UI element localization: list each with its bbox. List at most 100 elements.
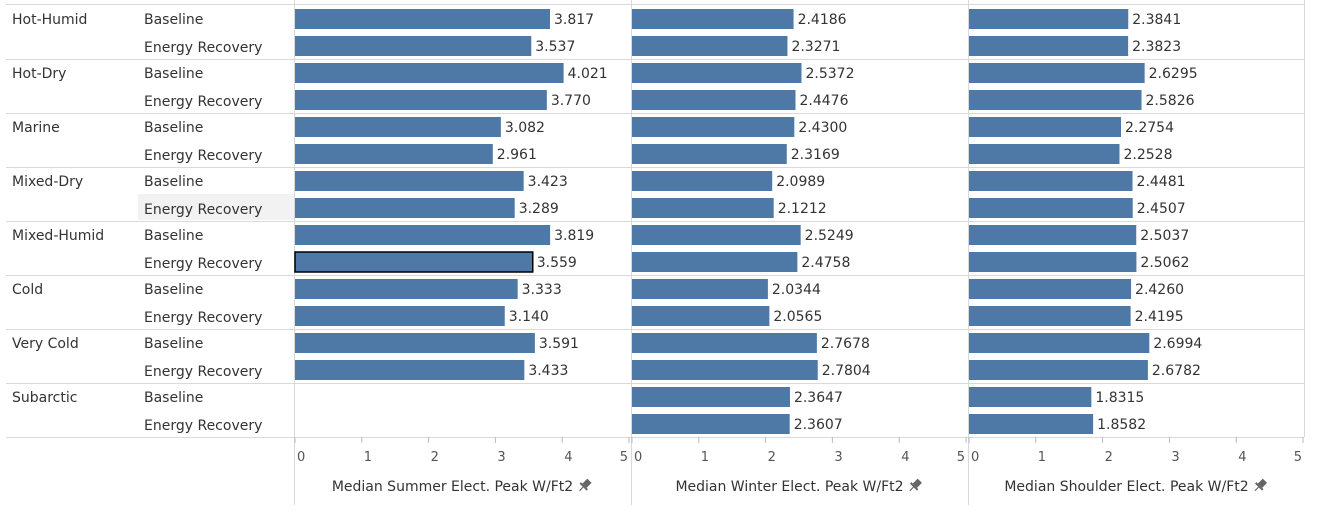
bar[interactable] — [632, 171, 773, 191]
bar[interactable] — [969, 252, 1137, 272]
bar[interactable] — [632, 279, 768, 299]
bar[interactable] — [632, 333, 817, 353]
bar[interactable] — [969, 306, 1131, 326]
bar[interactable] — [632, 360, 818, 380]
data-label: 2.0344 — [772, 282, 821, 298]
bar[interactable] — [295, 306, 505, 326]
scenario-label: Baseline — [144, 336, 203, 352]
data-label: 2.0565 — [773, 309, 822, 325]
pin-icon[interactable] — [906, 477, 923, 494]
data-label: 3.289 — [519, 201, 559, 217]
bar[interactable] — [632, 198, 774, 218]
bar[interactable] — [969, 387, 1092, 407]
axis-title: Median Shoulder Elect. Peak W/Ft2 — [1004, 479, 1248, 495]
bar[interactable] — [969, 333, 1150, 353]
data-label: 1.8315 — [1095, 390, 1144, 406]
tick-label: 5 — [1294, 450, 1302, 465]
data-label: 2.2754 — [1125, 120, 1174, 136]
data-label: 3.559 — [537, 255, 577, 271]
bar[interactable] — [632, 117, 795, 137]
bar[interactable] — [295, 279, 518, 299]
data-label: 2.6295 — [1149, 66, 1198, 82]
bar[interactable] — [295, 360, 525, 380]
bar[interactable] — [632, 414, 790, 434]
bar[interactable] — [295, 90, 547, 110]
bar[interactable] — [969, 63, 1145, 83]
scenario-label: Energy Recovery — [144, 256, 262, 272]
bar[interactable] — [295, 63, 564, 83]
bar[interactable] — [969, 198, 1133, 218]
scenario-label: Energy Recovery — [144, 40, 262, 56]
bar[interactable] — [295, 171, 524, 191]
tick-label: 4 — [901, 450, 909, 465]
bar[interactable] — [969, 90, 1142, 110]
bar[interactable] — [969, 225, 1137, 245]
tick-label: 5 — [620, 450, 628, 465]
climate-zone-label: Marine — [12, 120, 60, 136]
tick-label: 3 — [1171, 450, 1179, 465]
tick-label: 3 — [497, 450, 505, 465]
data-label: 1.8582 — [1097, 417, 1146, 433]
scenario-label: Energy Recovery — [144, 94, 262, 110]
bar[interactable] — [295, 225, 551, 245]
bar[interactable] — [632, 306, 770, 326]
bar-selected[interactable] — [294, 251, 534, 273]
data-label: 3.423 — [528, 174, 568, 190]
bar[interactable] — [969, 360, 1148, 380]
data-label: 3.817 — [554, 12, 594, 28]
bar[interactable] — [632, 90, 796, 110]
bar[interactable] — [295, 117, 501, 137]
data-label: 2.4758 — [801, 255, 850, 271]
data-label: 2.4300 — [798, 120, 847, 136]
data-label: 2.5037 — [1140, 228, 1189, 244]
data-label: 3.537 — [535, 39, 575, 55]
bar[interactable] — [969, 117, 1121, 137]
bar[interactable] — [969, 9, 1129, 29]
bar[interactable] — [632, 225, 801, 245]
data-label: 2.4507 — [1137, 201, 1186, 217]
pin-icon[interactable] — [576, 477, 593, 494]
bar[interactable] — [969, 36, 1129, 56]
scenario-label: Energy Recovery — [144, 148, 262, 164]
climate-zone-label: Mixed-Dry — [12, 174, 83, 190]
scenario-label: Energy Recovery — [144, 202, 262, 218]
data-label: 2.2528 — [1123, 147, 1172, 163]
bar[interactable] — [632, 252, 798, 272]
data-label: 2.1212 — [778, 201, 827, 217]
tick-label: 3 — [834, 450, 842, 465]
tick-label: 0 — [971, 450, 979, 465]
bar[interactable] — [295, 144, 493, 164]
bar[interactable] — [969, 414, 1094, 434]
data-label: 2.4481 — [1137, 174, 1186, 190]
data-label: 2.6994 — [1153, 336, 1202, 352]
climate-zone-label: Mixed-Humid — [12, 228, 104, 244]
climate-zone-label: Hot-Humid — [12, 12, 87, 28]
bar[interactable] — [969, 171, 1133, 191]
bar[interactable] — [632, 144, 787, 164]
scenario-label: Energy Recovery — [144, 418, 262, 434]
bar[interactable] — [632, 36, 788, 56]
data-label: 2.7678 — [821, 336, 870, 352]
tick-label: 2 — [1105, 450, 1113, 465]
data-label: 3.333 — [522, 282, 562, 298]
bar[interactable] — [969, 279, 1132, 299]
bar[interactable] — [632, 63, 802, 83]
bar[interactable] — [632, 9, 794, 29]
data-label: 3.082 — [505, 120, 545, 136]
scenario-label: Baseline — [144, 228, 203, 244]
scenario-label: Baseline — [144, 12, 203, 28]
bar[interactable] — [295, 198, 515, 218]
bar[interactable] — [295, 36, 532, 56]
scenario-label: Baseline — [144, 282, 203, 298]
bar[interactable] — [295, 9, 550, 29]
axis-title: Median Summer Elect. Peak W/Ft2 — [332, 479, 573, 495]
pin-icon[interactable] — [1251, 477, 1268, 494]
bar[interactable] — [295, 333, 535, 353]
tick-label: 4 — [564, 450, 572, 465]
bar[interactable] — [969, 144, 1120, 164]
data-label: 3.819 — [554, 228, 594, 244]
data-label: 2.4260 — [1135, 282, 1184, 298]
bar[interactable] — [632, 387, 790, 407]
data-label: 2.6782 — [1152, 363, 1201, 379]
